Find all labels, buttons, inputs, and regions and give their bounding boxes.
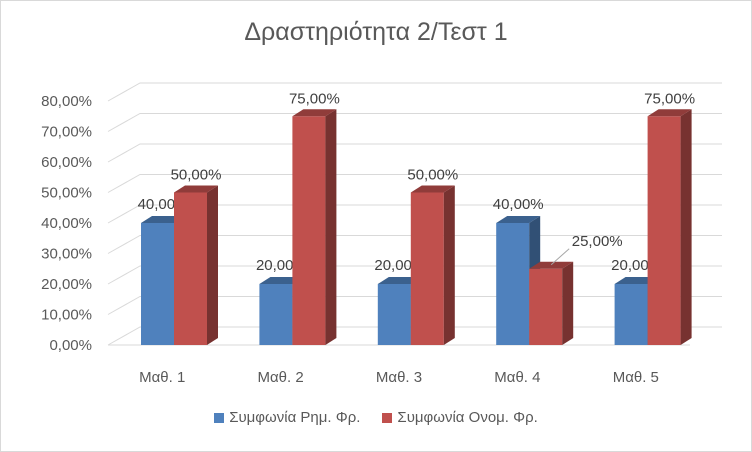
bar-top	[647, 109, 692, 117]
y-tick-label: 0,00%	[49, 337, 92, 354]
legend: Συμφωνία Ρημ. Φρ. Συμφωνία Ονομ. Φρ.	[0, 409, 752, 426]
data-label-leader	[550, 248, 570, 266]
bar-side	[680, 109, 692, 345]
y-tick-label: 40,00%	[41, 215, 92, 232]
gridline	[107, 82, 722, 102]
data-label: 50,00%	[171, 167, 222, 184]
gridline	[107, 204, 722, 224]
chart-title: Δραστηριότητα 2/Τεστ 1	[244, 18, 508, 46]
bar-front	[529, 268, 563, 345]
x-tick-label: Μαθ. 1	[139, 369, 185, 386]
gridline	[107, 113, 722, 132]
legend-item-series-2: Συμφωνία Ονομ. Φρ.	[382, 409, 538, 426]
bar-side	[325, 109, 337, 345]
bar-front	[141, 223, 174, 345]
y-tick-label: 50,00%	[41, 185, 92, 202]
bar-side	[207, 185, 218, 345]
bar-top	[496, 216, 541, 223]
bar-front	[174, 192, 207, 345]
legend-swatch-series-2	[382, 412, 393, 423]
bar-front	[259, 284, 293, 345]
bar-front	[496, 223, 530, 345]
x-tick-label: Μαθ. 2	[258, 369, 304, 386]
y-tick-label: 20,00%	[41, 276, 92, 293]
bar-front	[647, 116, 681, 345]
y-tick-label: 70,00%	[41, 124, 92, 141]
bar-front	[292, 116, 326, 345]
bar-top	[410, 185, 455, 193]
bar-side	[443, 185, 455, 345]
bar-side	[562, 261, 574, 345]
bar-front	[614, 284, 648, 345]
legend-item-series-1: Συμφωνία Ρημ. Φρ.	[214, 409, 360, 426]
y-tick-label: 60,00%	[41, 154, 92, 171]
gridline	[107, 143, 722, 163]
x-tick-label: Μαθ. 5	[613, 369, 659, 386]
legend-label-series-1: Συμφωνία Ρημ. Φρ.	[229, 409, 361, 426]
bar-top	[174, 185, 218, 193]
data-label: 50,00%	[407, 167, 458, 184]
bar-top	[292, 109, 337, 117]
x-tick-label: Μαθ. 3	[376, 369, 422, 386]
data-label: 75,00%	[289, 90, 340, 107]
legend-label-series-2: Συμφωνία Ονομ. Φρ.	[397, 409, 538, 426]
data-label: 40,00%	[493, 196, 544, 213]
data-label: 25,00%	[572, 233, 623, 250]
gridline	[107, 174, 722, 193]
y-tick-label: 10,00%	[41, 307, 92, 324]
y-tick-label: 30,00%	[41, 246, 92, 263]
y-tick-label: 80,00%	[41, 93, 92, 110]
bar-front	[377, 284, 411, 345]
legend-swatch-series-1	[214, 412, 225, 423]
bar-top	[529, 261, 574, 269]
data-label: 75,00%	[644, 90, 695, 107]
x-tick-label: Μαθ. 4	[494, 369, 540, 386]
bar-front	[410, 192, 444, 345]
